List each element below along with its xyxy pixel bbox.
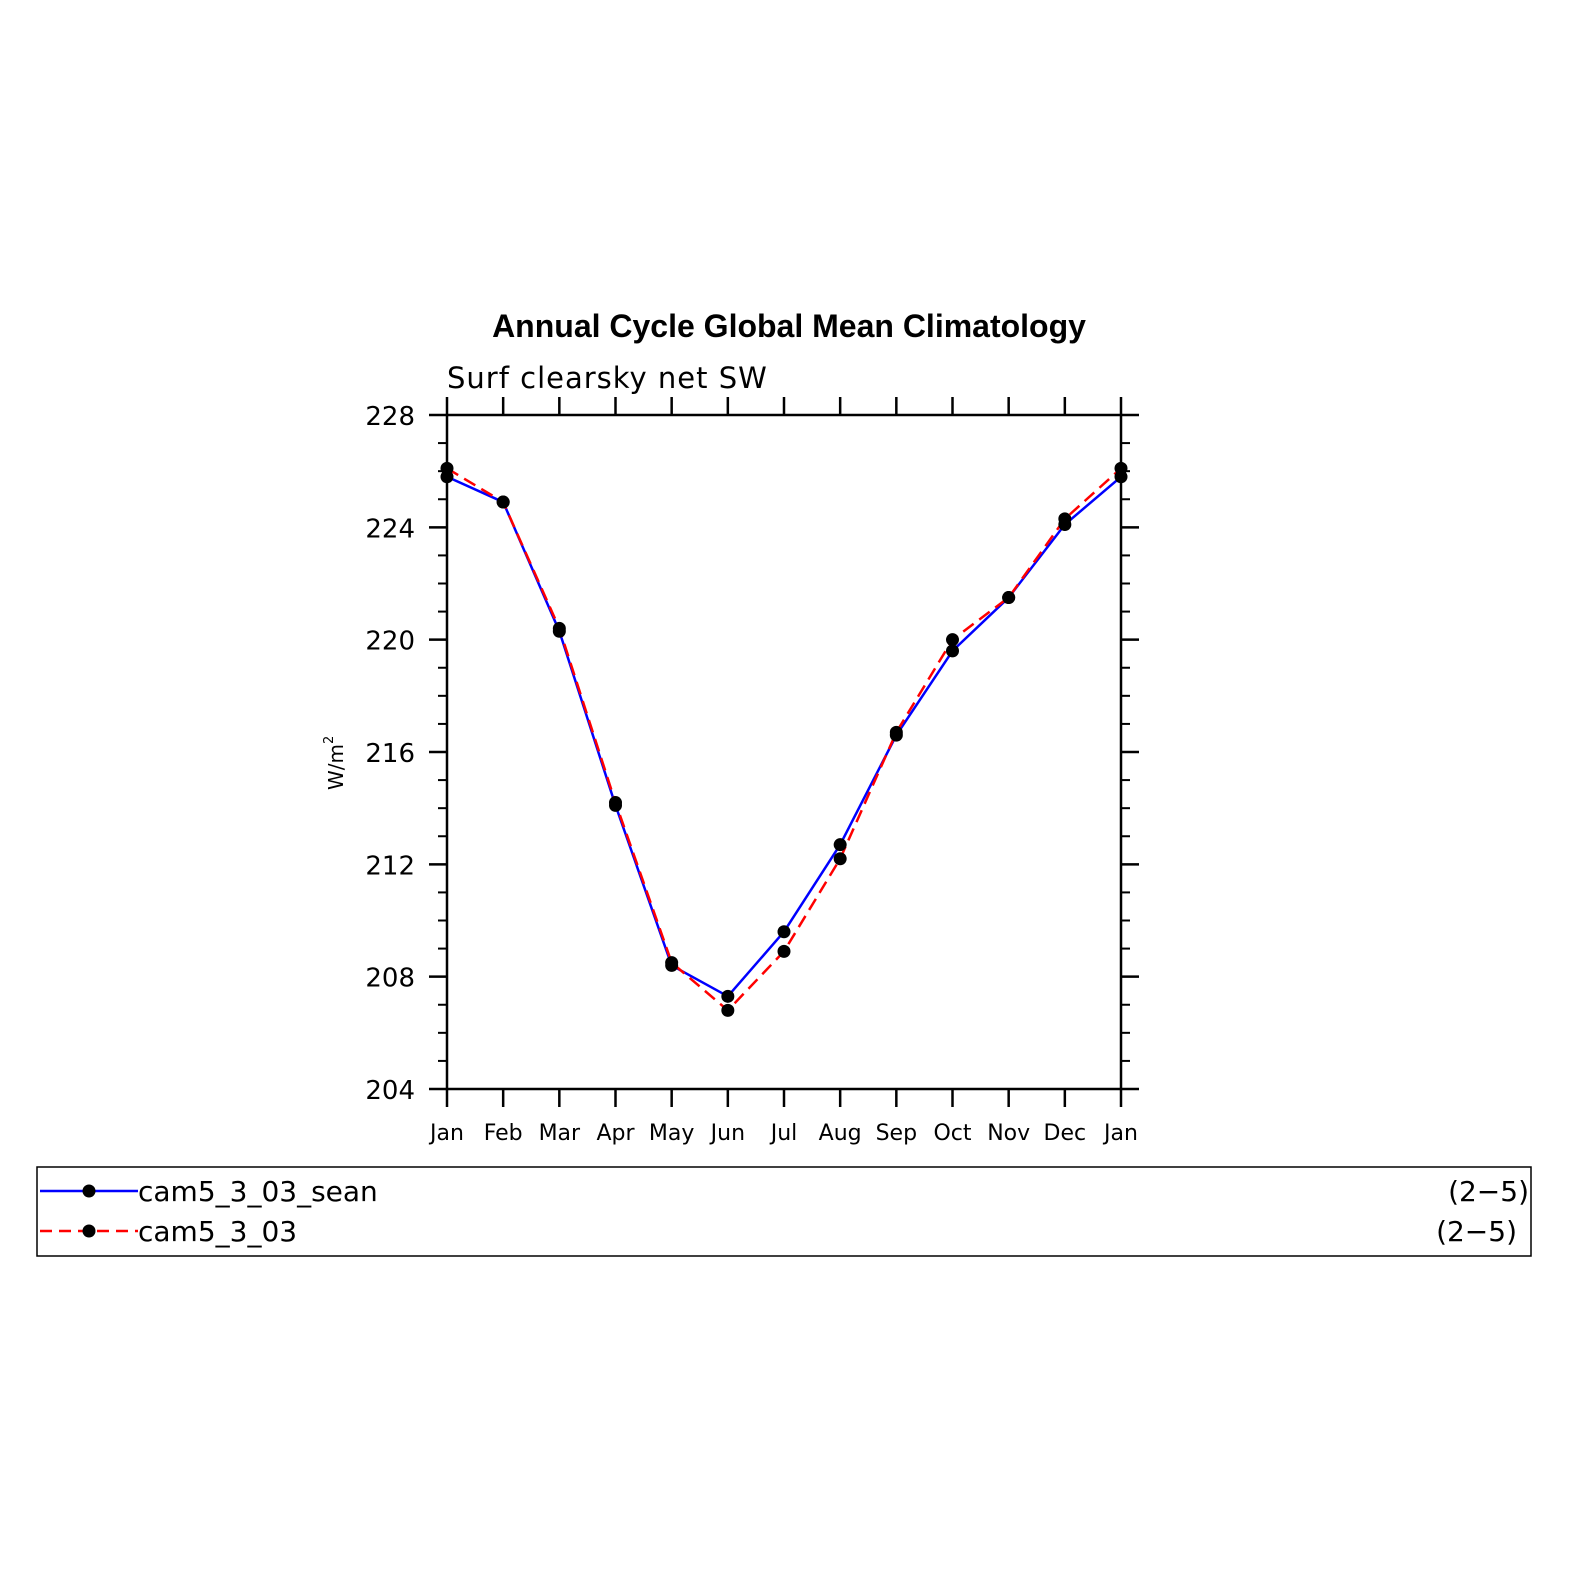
y-tick-label: 212 bbox=[365, 851, 415, 881]
y-tick-label: 216 bbox=[365, 739, 415, 769]
data-point bbox=[833, 852, 847, 866]
legend-series-name: cam5_3_03_sean bbox=[138, 1175, 378, 1208]
x-tick-label: Jan bbox=[428, 1121, 464, 1146]
legend: cam5_3_03_sean (2−5) cam5_3_03 (2−5) bbox=[36, 1166, 1532, 1257]
series-line bbox=[446, 475, 1122, 998]
x-tick-label: Oct bbox=[933, 1121, 971, 1146]
x-tick-label: Jan bbox=[1102, 1121, 1138, 1146]
plot-frame bbox=[445, 413, 1123, 1091]
data-point bbox=[889, 725, 903, 739]
y-tick-label: 224 bbox=[365, 514, 415, 544]
x-tick-label: Feb bbox=[484, 1121, 523, 1146]
x-tick-label: Nov bbox=[987, 1121, 1030, 1146]
data-point bbox=[665, 956, 679, 970]
data-point bbox=[496, 495, 510, 509]
legend-marker bbox=[82, 1184, 96, 1198]
data-point bbox=[552, 621, 566, 635]
legend-series-name: cam5_3_03 bbox=[138, 1215, 297, 1248]
y-tick-label: 204 bbox=[365, 1076, 415, 1106]
x-tick-label: May bbox=[649, 1121, 694, 1146]
data-point bbox=[609, 796, 622, 810]
x-tick-label: Apr bbox=[596, 1121, 635, 1146]
x-tick-label: Dec bbox=[1044, 1121, 1087, 1146]
x-tick-label: Jul bbox=[769, 1121, 798, 1146]
data-point bbox=[721, 1003, 735, 1017]
chart-subtitle: Surf clearsky net SW bbox=[447, 361, 768, 395]
chart-title: Annual Cycle Global Mean Climatology bbox=[492, 308, 1086, 344]
x-tick-label: Mar bbox=[539, 1121, 581, 1146]
y-tick-label: 228 bbox=[365, 402, 415, 432]
x-tick-label: Aug bbox=[819, 1121, 862, 1146]
y-axis-label-exponent: 2 bbox=[322, 736, 337, 744]
x-tick-label: Jun bbox=[709, 1121, 745, 1146]
y-tick-label: 208 bbox=[365, 964, 415, 994]
y-tick-label: 220 bbox=[365, 627, 415, 657]
data-point bbox=[1114, 461, 1128, 475]
legend-box bbox=[36, 1166, 1532, 1257]
x-tick-label: Sep bbox=[876, 1121, 917, 1146]
legend-series-range: (2−5) bbox=[1436, 1215, 1517, 1248]
data-point bbox=[946, 633, 959, 647]
plot-series bbox=[440, 461, 1128, 1017]
y-axis-label: W/m2 bbox=[322, 736, 348, 790]
legend-marker bbox=[82, 1224, 96, 1238]
data-point bbox=[777, 944, 791, 958]
data-point bbox=[1058, 512, 1072, 526]
axes: 204 208 212 216 220 224 228 Jan Feb Mar Apr May Jun J… bbox=[365, 397, 1139, 1146]
data-point bbox=[777, 925, 791, 939]
data-point bbox=[721, 989, 735, 1003]
data-point bbox=[946, 644, 959, 658]
data-point bbox=[833, 838, 847, 852]
y-axis-label-unit: W/m bbox=[324, 744, 348, 790]
legend-series-range: (2−5) bbox=[1448, 1175, 1529, 1208]
data-point bbox=[1002, 591, 1016, 605]
data-point bbox=[440, 461, 454, 475]
